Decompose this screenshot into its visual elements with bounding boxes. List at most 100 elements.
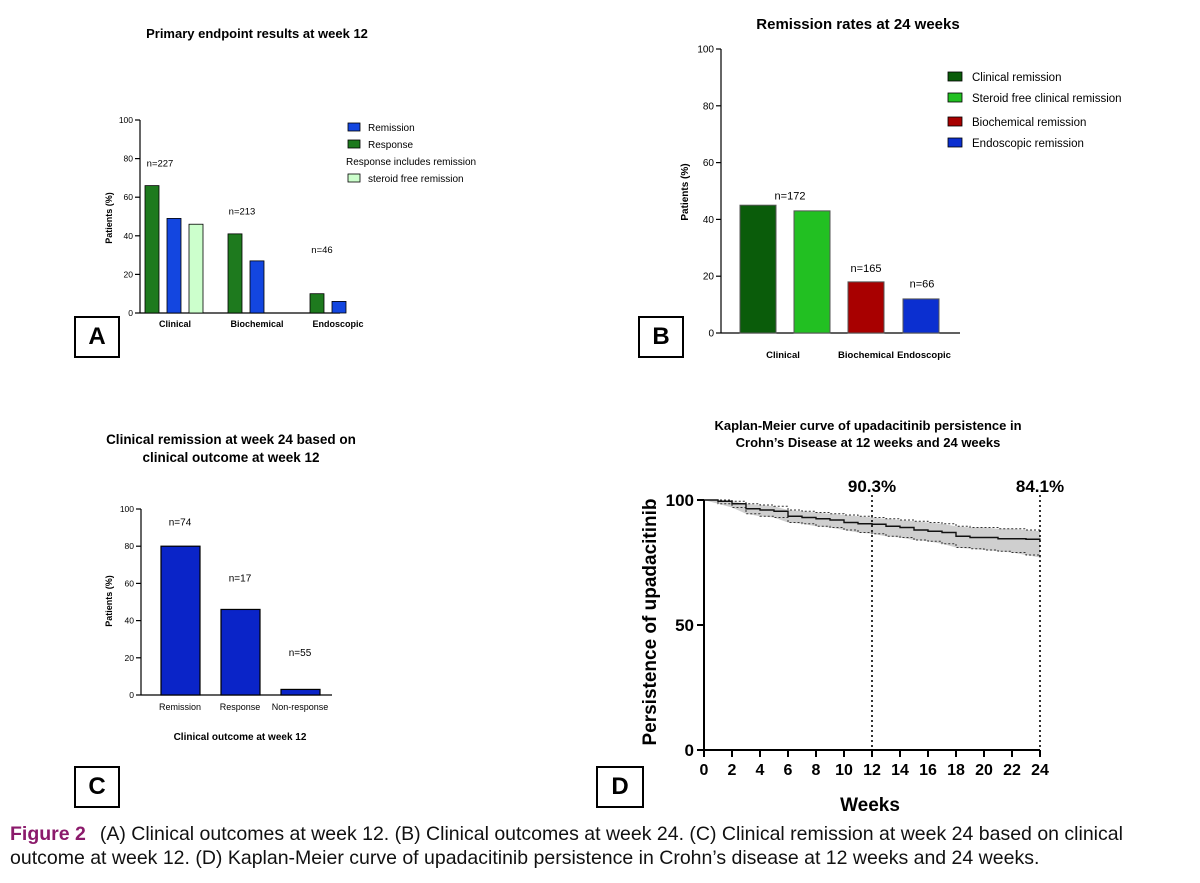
chart-d-xtick-label: 6 bbox=[784, 762, 793, 779]
legend-a-swatch-response bbox=[347, 139, 361, 149]
chart-d-xtick-label: 16 bbox=[919, 762, 937, 779]
chart-a-ytick-label: 60 bbox=[124, 192, 134, 202]
chart-d-xtick-label: 0 bbox=[700, 762, 709, 779]
legend-b-label-clinical: Clinical remission bbox=[972, 72, 1061, 84]
chart-c-title-line1: Clinical remission at week 24 based on bbox=[106, 432, 356, 447]
legend-b-label-biochemical: Biochemical remission bbox=[972, 117, 1086, 129]
chart-b-ytick-label: 0 bbox=[708, 329, 714, 340]
chart-d-title-line2: Crohn’s Disease at 12 weeks and 24 weeks bbox=[736, 435, 1001, 450]
chart-a-title: Primary endpoint results at week 12 bbox=[146, 26, 368, 41]
legend-a-label-response: Response bbox=[368, 140, 413, 151]
chart-d-xtick-label: 18 bbox=[947, 762, 965, 779]
chart-a-xtick-label: Clinical bbox=[159, 319, 191, 329]
chart-c-annotation: n=55 bbox=[289, 648, 312, 659]
figure-caption: Figure 2 (A) Clinical outcomes at week 12… bbox=[10, 822, 1195, 870]
legend-b-label-steroid-free: Steroid free clinical remission bbox=[972, 93, 1122, 105]
chart-c-xtick-label: Non-response bbox=[272, 702, 329, 712]
chart-d-xtick-label: 14 bbox=[891, 762, 909, 779]
panel-letter-d: D bbox=[596, 766, 644, 808]
chart-c-title-line2: clinical outcome at week 12 bbox=[142, 450, 319, 465]
chart-d: Kaplan-Meier curve of upadacitinib persi… bbox=[640, 418, 1064, 816]
chart-c-bar bbox=[220, 608, 261, 696]
chart-c-ytick-label: 100 bbox=[120, 504, 134, 514]
chart-c-annotation: n=17 bbox=[229, 574, 252, 585]
chart-d-xtick-label: 4 bbox=[756, 762, 765, 779]
chart-b-annotation: n=172 bbox=[775, 191, 806, 203]
chart-d-xtick-label: 8 bbox=[812, 762, 821, 779]
chart-c-xtick-label: Response bbox=[220, 702, 261, 712]
panel-letter-a: A bbox=[74, 316, 120, 358]
legend-a-swatch-remission bbox=[347, 122, 361, 132]
chart-c-annotation: n=74 bbox=[169, 518, 192, 529]
chart-c-ytick-label: 80 bbox=[125, 541, 135, 551]
legend-b-swatch-biochemical bbox=[947, 116, 963, 127]
chart-b-bar bbox=[739, 204, 777, 334]
chart-d-lower-ci bbox=[704, 499, 1041, 558]
chart-b-bar bbox=[902, 298, 940, 334]
legend-a-note: Response includes remission bbox=[346, 157, 476, 168]
chart-b: Remission rates at 24 weeks Patients (%)… bbox=[680, 16, 1122, 361]
legend-a-label-steroid-free: steroid free remission bbox=[368, 174, 464, 185]
chart-a-bar bbox=[144, 185, 160, 314]
chart-a-bar bbox=[227, 233, 243, 314]
legend-a-label-remission: Remission bbox=[368, 123, 415, 134]
chart-b-ylabel: Patients (%) bbox=[680, 163, 691, 220]
chart-c-ytick-label: 40 bbox=[125, 616, 135, 626]
chart-a-bar bbox=[166, 218, 182, 314]
chart-b-xtick-label: Clinical bbox=[766, 350, 800, 361]
figure-caption-text: (A) Clinical outcomes at week 12. (B) Cl… bbox=[10, 823, 1123, 869]
chart-d-xtick-label: 22 bbox=[1003, 762, 1021, 779]
legend-b-swatch-endoscopic bbox=[947, 137, 963, 148]
chart-b-bar bbox=[793, 210, 831, 334]
chart-c-ytick-label: 0 bbox=[129, 690, 134, 700]
panel-letter-c: C bbox=[74, 766, 120, 808]
chart-a-ytick-label: 0 bbox=[128, 308, 133, 318]
chart-d-ytick-label: 100 bbox=[666, 491, 694, 510]
chart-b-ytick-label: 100 bbox=[697, 45, 714, 56]
chart-b-annotation: n=66 bbox=[910, 279, 935, 291]
chart-b-xtick-label: Endoscopic bbox=[897, 350, 951, 361]
chart-a-ytick-label: 80 bbox=[124, 154, 134, 164]
chart-a-annotation: n=46 bbox=[311, 245, 332, 256]
panel-letter-b: B bbox=[638, 316, 684, 358]
chart-b-title: Remission rates at 24 weeks bbox=[756, 16, 959, 33]
legend-b-swatch-steroid-free bbox=[947, 92, 963, 103]
chart-a-bar bbox=[188, 223, 204, 314]
chart-d-ytick-label: 50 bbox=[675, 616, 694, 635]
chart-c-bar bbox=[280, 688, 321, 696]
chart-d-ytick-label: 0 bbox=[685, 741, 694, 760]
chart-d-xtick-label: 20 bbox=[975, 762, 993, 779]
chart-c-ytick-label: 60 bbox=[125, 578, 135, 588]
chart-b-ytick-label: 80 bbox=[703, 101, 715, 112]
chart-d-xtick-label: 2 bbox=[728, 762, 737, 779]
chart-b-annotation: n=165 bbox=[851, 263, 882, 275]
chart-d-xtick-label: 12 bbox=[863, 762, 881, 779]
chart-d-annotation-label: 84.1% bbox=[1016, 477, 1064, 496]
chart-c-xlabel: Clinical outcome at week 12 bbox=[174, 732, 307, 743]
chart-c: Clinical remission at week 24 based on c… bbox=[104, 432, 356, 743]
chart-a: Primary endpoint results at week 12 Pati… bbox=[104, 26, 476, 329]
chart-a-xtick-label: Biochemical bbox=[230, 319, 283, 329]
chart-a-annotation: n=213 bbox=[229, 207, 256, 218]
chart-b-xtick-label: Biochemical bbox=[838, 350, 894, 361]
chart-d-title-line1: Kaplan-Meier curve of upadacitinib persi… bbox=[714, 418, 1021, 433]
chart-a-ylabel: Patients (%) bbox=[104, 192, 114, 244]
legend-b-swatch-clinical bbox=[947, 71, 963, 82]
chart-d-ylabel: Persistence of upadacitinib bbox=[640, 498, 661, 745]
chart-d-annotation-label: 90.3% bbox=[848, 477, 896, 496]
chart-b-ytick-label: 40 bbox=[703, 215, 715, 226]
chart-d-xlabel: Weeks bbox=[840, 795, 900, 816]
chart-a-bar bbox=[309, 293, 325, 314]
chart-d-xtick-label: 24 bbox=[1031, 762, 1049, 779]
chart-c-ytick-label: 20 bbox=[125, 653, 135, 663]
chart-d-persistence-line bbox=[704, 499, 1041, 540]
chart-c-ylabel: Patients (%) bbox=[104, 575, 114, 627]
chart-b-ytick-label: 60 bbox=[703, 158, 715, 169]
chart-c-xtick-label: Remission bbox=[159, 702, 201, 712]
chart-a-ytick-label: 100 bbox=[119, 115, 133, 125]
chart-a-ytick-label: 20 bbox=[124, 269, 134, 279]
chart-d-xtick-label: 10 bbox=[835, 762, 853, 779]
chart-a-bar bbox=[249, 260, 265, 314]
chart-a-bar bbox=[331, 301, 347, 314]
chart-b-bar bbox=[847, 281, 885, 334]
